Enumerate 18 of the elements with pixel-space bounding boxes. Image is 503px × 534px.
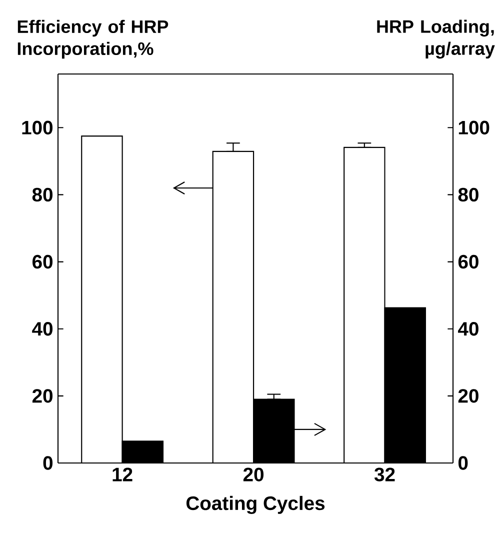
y-tick-label: 60 [32, 254, 53, 269]
x-axis-title: Coating Cycles [186, 496, 325, 514]
y-tick-label: 20 [32, 389, 53, 403]
y-tick-label: 0 [43, 456, 53, 470]
x-tick-label: 12 [112, 468, 132, 482]
y2-tick-label: 20 [458, 389, 478, 403]
y2-tick-label: 0 [458, 456, 468, 470]
y-tick-label: 80 [32, 188, 53, 202]
y-axis-title: Efficiency of HRP Incorporation,% [18, 20, 168, 59]
y2-tick-label: 60 [458, 254, 478, 269]
y2-tick-label: 40 [458, 322, 478, 336]
y2-tick-label: 80 [458, 188, 478, 202]
y-tick-label: 100 [22, 120, 53, 134]
y2-axis-title: HRP Loading, µg/array [377, 20, 495, 59]
y-tick-label: 40 [32, 322, 53, 336]
y2-tick-label: 100 [458, 120, 490, 134]
x-tick-label: 32 [374, 468, 395, 482]
x-tick-label: 20 [243, 468, 264, 482]
